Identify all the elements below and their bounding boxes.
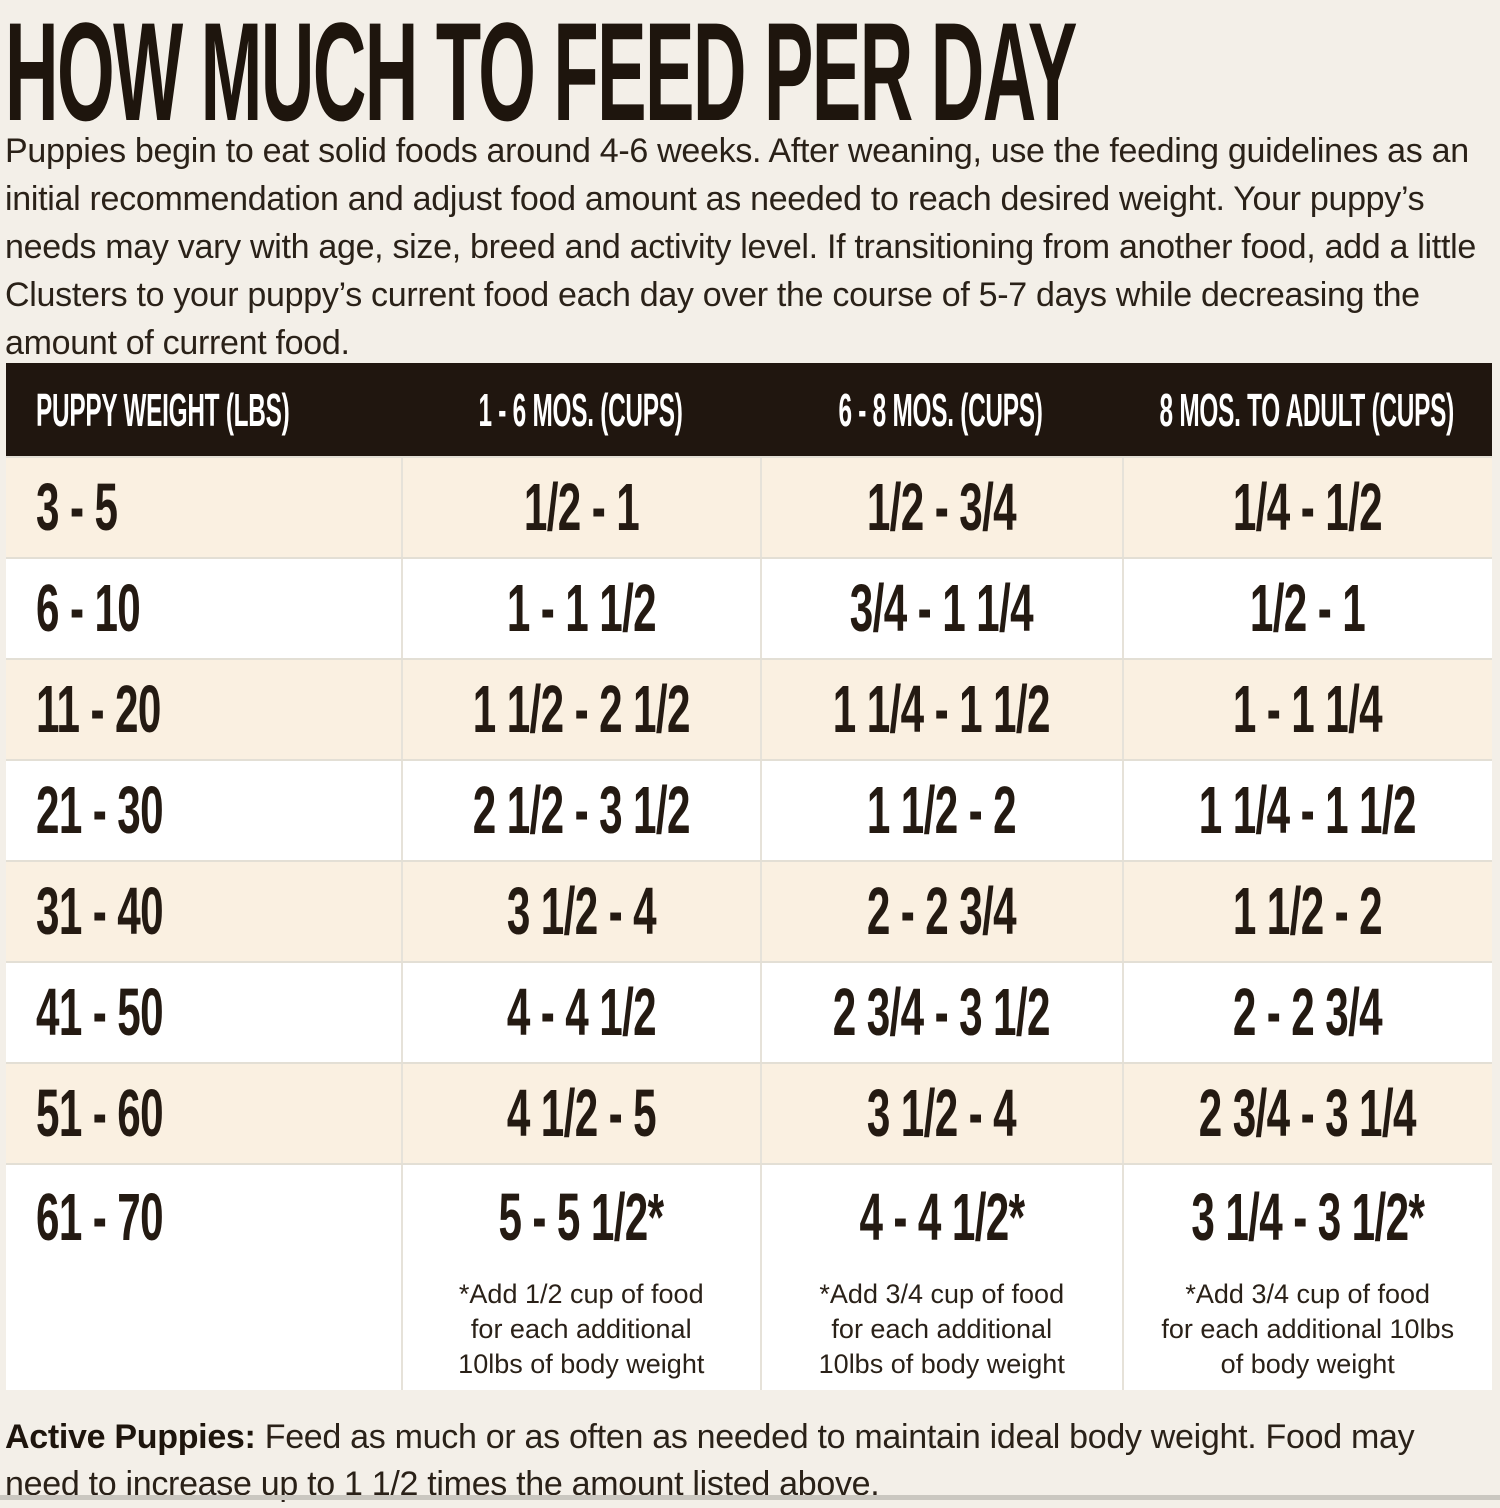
footnote-8-mos-adult: *Add 3/4 cup of food for each additional… — [1161, 1279, 1455, 1379]
header-cell-6-8-mos: 6 - 8 MOS. (CUPS) — [838, 383, 1043, 436]
footnote-6-8-mos: *Add 3/4 cup of food for each additional… — [818, 1279, 1065, 1379]
cups-6-8-cell: 3/4 - 1 1/4 — [759, 559, 1122, 658]
bottom-edge-strip — [0, 1495, 1500, 1500]
cups-1-6-cell: 2 1/2 - 3 1/2 — [400, 761, 760, 860]
weight-cell: 21 - 30 — [36, 773, 164, 848]
cups-6-8-cell: 4 - 4 1/2* *Add 3/4 cup of food for each… — [759, 1165, 1122, 1390]
table-row: 11 - 20 1 1/2 - 2 1/2 1 1/4 - 1 1/2 1 - … — [6, 658, 1492, 759]
table-row: 3 - 5 1/2 - 1 1/2 - 3/4 1/4 - 1/2 — [6, 456, 1492, 557]
weight-cell: 61 - 70 — [36, 1179, 164, 1255]
page-title-text: HOW MUCH TO FEED PER DAY — [5, 0, 1077, 150]
cups-1-6-cell: 4 1/2 - 5 — [400, 1064, 760, 1163]
cups-8-adult-cell: 1/4 - 1/2 — [1121, 458, 1492, 557]
weight-cell: 41 - 50 — [36, 975, 164, 1050]
header-cell-1-6-mos: 1 - 6 MOS. (CUPS) — [478, 383, 683, 436]
table-row: 41 - 50 4 - 4 1/2 2 3/4 - 3 1/2 2 - 2 3/… — [6, 961, 1492, 1062]
page-title: HOW MUCH TO FEED PER DAY — [5, 2, 1500, 142]
cups-8-adult-cell: 1 1/4 - 1 1/2 — [1121, 761, 1492, 860]
cups-1-6-cell: 1 1/2 - 2 1/2 — [400, 660, 760, 759]
weight-cell: 6 - 10 — [36, 571, 141, 646]
cups-1-6-cell: 1 - 1 1/2 — [400, 559, 760, 658]
footnote-1-6-mos: *Add 1/2 cup of food for each additional… — [458, 1279, 705, 1379]
table-row-with-footnotes: 61 - 70 5 - 5 1/2* *Add 1/2 cup of food … — [6, 1163, 1492, 1390]
intro-paragraph: Puppies begin to eat solid foods around … — [5, 132, 1476, 362]
cups-6-8-cell: 1 1/4 - 1 1/2 — [759, 660, 1122, 759]
table-row: 21 - 30 2 1/2 - 3 1/2 1 1/2 - 2 1 1/4 - … — [6, 759, 1492, 860]
active-puppies-note: Active Puppies: Feed as much or as often… — [5, 1414, 1460, 1508]
table-header-row: PUPPY WEIGHT (LBS) 1 - 6 MOS. (CUPS) 6 -… — [6, 363, 1492, 456]
table-row: 6 - 10 1 - 1 1/2 3/4 - 1 1/4 1/2 - 1 — [6, 557, 1492, 658]
header-cell-puppy-weight: PUPPY WEIGHT (LBS) — [36, 383, 290, 436]
cups-8-adult-cell: 1 - 1 1/4 — [1121, 660, 1492, 759]
cups-6-8-cell: 2 - 2 3/4 — [759, 862, 1122, 961]
cups-8-adult-cell: 3 1/4 - 3 1/2* *Add 3/4 cup of food for … — [1121, 1165, 1492, 1390]
cups-1-6-cell: 3 1/2 - 4 — [400, 862, 760, 961]
cups-6-8-cell: 2 3/4 - 3 1/2 — [759, 963, 1122, 1062]
weight-cell: 51 - 60 — [36, 1076, 164, 1151]
weight-cell: 31 - 40 — [36, 874, 164, 949]
table-row: 51 - 60 4 1/2 - 5 3 1/2 - 4 2 3/4 - 3 1/… — [6, 1062, 1492, 1163]
active-puppies-text: Feed as much or as often as needed to ma… — [5, 1418, 1415, 1503]
cups-1-6-cell: 5 - 5 1/2* *Add 1/2 cup of food for each… — [400, 1165, 760, 1390]
cups-6-8-cell: 3 1/2 - 4 — [759, 1064, 1122, 1163]
cups-8-adult-cell: 2 - 2 3/4 — [1121, 963, 1492, 1062]
cups-6-8-cell: 1 1/2 - 2 — [759, 761, 1122, 860]
cups-8-adult-cell: 2 3/4 - 3 1/4 — [1121, 1064, 1492, 1163]
feeding-guide-table: PUPPY WEIGHT (LBS) 1 - 6 MOS. (CUPS) 6 -… — [6, 363, 1492, 1390]
table-row: 31 - 40 3 1/2 - 4 2 - 2 3/4 1 1/2 - 2 — [6, 860, 1492, 961]
cups-8-adult-cell: 1/2 - 1 — [1121, 559, 1492, 658]
cups-6-8-cell: 1/2 - 3/4 — [759, 458, 1122, 557]
cups-8-adult-cell: 1 1/2 - 2 — [1121, 862, 1492, 961]
cups-1-6-cell: 4 - 4 1/2 — [400, 963, 760, 1062]
weight-cell: 11 - 20 — [36, 672, 161, 747]
active-puppies-label: Active Puppies: — [5, 1418, 256, 1456]
cups-1-6-cell: 1/2 - 1 — [400, 458, 760, 557]
header-cell-8-mos-adult: 8 MOS. TO ADULT (CUPS) — [1159, 383, 1455, 436]
weight-cell: 3 - 5 — [36, 470, 118, 545]
